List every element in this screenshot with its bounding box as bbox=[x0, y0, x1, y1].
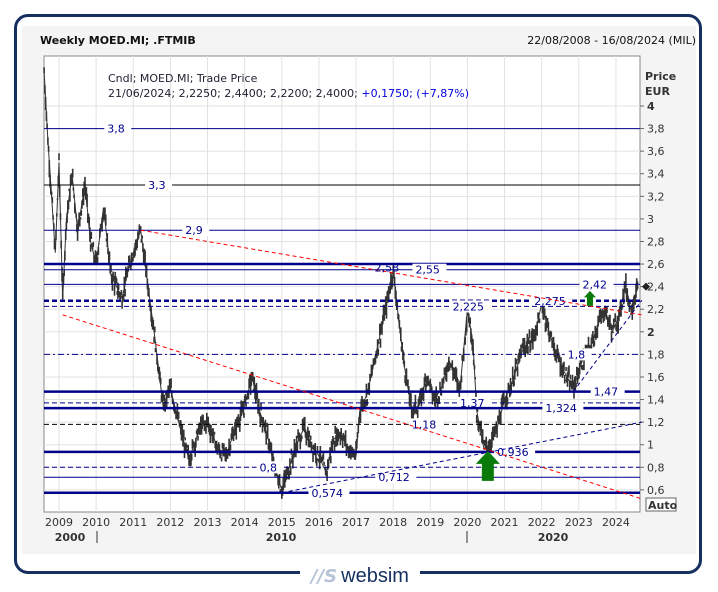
price-series bbox=[43, 72, 639, 492]
x-tick-label: 2022 bbox=[528, 516, 556, 529]
level-label-bg bbox=[579, 278, 614, 291]
y-tick-label: 3,2 bbox=[647, 190, 665, 203]
y-tick-label: 1,8 bbox=[647, 348, 665, 361]
auto-scale-button[interactable] bbox=[645, 497, 677, 512]
y-tick-label: 2,4 bbox=[647, 281, 665, 294]
x-tick-label: 2012 bbox=[156, 516, 184, 529]
y-tick-label: 3,6 bbox=[647, 145, 665, 158]
level-label: 0,8 bbox=[260, 461, 278, 474]
logo-text: websim bbox=[341, 564, 409, 587]
level-label-bg bbox=[449, 300, 491, 313]
decade-label: 2020 bbox=[538, 531, 569, 544]
trendline bbox=[572, 299, 643, 392]
decade-label: 2000 bbox=[55, 531, 86, 544]
y-tick-label: 2,8 bbox=[647, 235, 665, 248]
trendline bbox=[281, 421, 643, 494]
level-label-bg bbox=[590, 385, 625, 398]
y-axis-label: Price bbox=[645, 70, 676, 83]
level-label: 2,9 bbox=[185, 224, 203, 237]
level-label: 1,37 bbox=[460, 397, 485, 410]
x-tick-label: 2010 bbox=[82, 516, 110, 529]
level-label: 0,936 bbox=[497, 446, 529, 459]
level-label-bg bbox=[457, 396, 492, 409]
trendline-label: 2,58 bbox=[375, 262, 400, 275]
y-tick-label: 0,6 bbox=[647, 484, 665, 497]
level-label: 0,712 bbox=[378, 471, 410, 484]
y-tick-label: 1,4 bbox=[647, 394, 665, 407]
level-label-bg bbox=[542, 402, 584, 415]
level-label: 2,225 bbox=[453, 300, 485, 313]
x-tick-label: 2009 bbox=[45, 516, 73, 529]
y-tick-label: 3 bbox=[647, 213, 654, 226]
y-axis-unit: EUR bbox=[645, 85, 670, 98]
websim-logo: //S websim bbox=[300, 562, 420, 590]
green-up-arrow bbox=[475, 450, 500, 481]
x-tick-label: 2016 bbox=[305, 516, 333, 529]
last-price-marker bbox=[642, 282, 650, 291]
y-tick-label: 2,6 bbox=[647, 258, 665, 271]
y-tick-label: 0,8 bbox=[647, 461, 665, 474]
x-tick-label: 2020 bbox=[453, 516, 481, 529]
x-tick-label: 2013 bbox=[194, 516, 222, 529]
x-tick-label: 2015 bbox=[268, 516, 296, 529]
y-tick-label: 4 bbox=[647, 100, 655, 113]
x-tick-label: 2023 bbox=[565, 516, 593, 529]
y-tick-label: 1 bbox=[647, 439, 654, 452]
level-label: 1,324 bbox=[545, 402, 577, 415]
y-tick-label: 3,8 bbox=[647, 123, 665, 136]
trendline bbox=[140, 229, 643, 316]
chart-title: Weekly MOED.MI; .FTMIB bbox=[40, 34, 196, 47]
y-tick-label: 2,2 bbox=[647, 303, 665, 316]
level-label: 0,574 bbox=[311, 487, 343, 500]
x-tick-label: 2024 bbox=[602, 516, 630, 529]
level-label: 1,8 bbox=[568, 348, 586, 361]
level-label: 1,47 bbox=[594, 386, 619, 399]
x-tick-label: 2018 bbox=[379, 516, 407, 529]
auto-scale-label: Auto bbox=[648, 499, 678, 512]
legend-line2: 21/06/2024; 2,2250; 2,4400; 2,2200; 2,40… bbox=[108, 87, 469, 100]
level-label: 2,55 bbox=[415, 264, 440, 277]
level-label: 2,42 bbox=[583, 278, 608, 291]
y-tick-label: 3,4 bbox=[647, 168, 665, 181]
level-label-bg bbox=[256, 461, 284, 474]
trendline bbox=[62, 314, 643, 500]
level-label-bg bbox=[308, 486, 350, 499]
x-tick-label: 2017 bbox=[342, 516, 370, 529]
y-tick-label: 1,2 bbox=[647, 416, 665, 429]
level-label: 3,8 bbox=[107, 123, 125, 136]
level-label-bg bbox=[145, 179, 173, 192]
level-label: 3,3 bbox=[148, 179, 166, 192]
legend-change: +0,1750; (+7,87%) bbox=[361, 87, 469, 100]
x-tick-label: 2011 bbox=[119, 516, 147, 529]
level-label: 2,275 bbox=[534, 295, 566, 308]
legend-ohlc-values: 21/06/2024; 2,2250; 2,4400; 2,2200; 2,40… bbox=[108, 87, 361, 100]
green-up-arrow bbox=[583, 290, 596, 306]
level-label-bg bbox=[104, 122, 132, 135]
level-label-bg bbox=[564, 348, 592, 361]
x-tick-label: 2021 bbox=[491, 516, 519, 529]
y-tick-label: 1,6 bbox=[647, 371, 665, 384]
logo-mark: //S bbox=[311, 565, 338, 587]
level-label-bg bbox=[375, 471, 417, 484]
x-tick-label: 2019 bbox=[416, 516, 444, 529]
legend-line1: Cndl; MOED.MI; Trade Price bbox=[108, 72, 258, 85]
y-tick-label: 2 bbox=[647, 326, 655, 339]
level-label-bg bbox=[182, 224, 210, 237]
date-range: 22/08/2008 - 16/08/2024 (MIL) bbox=[527, 34, 696, 47]
decade-label: 2010 bbox=[266, 531, 297, 544]
level-label-bg bbox=[412, 263, 447, 276]
x-tick-label: 2014 bbox=[231, 516, 259, 529]
